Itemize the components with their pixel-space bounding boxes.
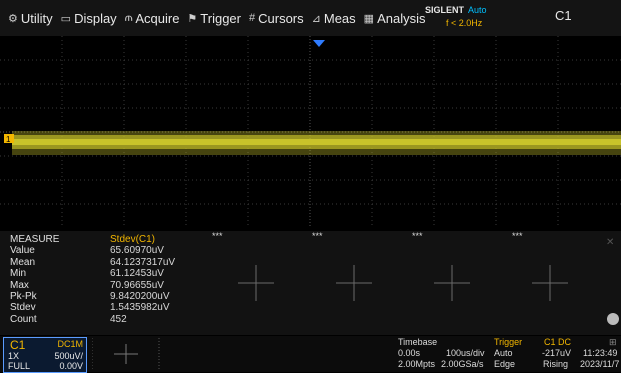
timebase-delay[interactable]: 0.00s (398, 348, 421, 358)
menu-trigger[interactable]: ⚑ Trigger (187, 11, 241, 26)
measure-row-label: Mean (10, 256, 36, 268)
analysis-icon: ▦ (363, 12, 375, 25)
menu-trigger-label: Trigger (200, 10, 241, 26)
measure-row-value: 64.1237317uV (110, 256, 176, 268)
trigger-level[interactable]: -217uV (542, 348, 572, 358)
channel1-coupling: DC1M (57, 339, 83, 349)
menu-cursors-label: Cursors (258, 10, 304, 26)
top-menu-bar: ⚙ Utility ▭ Display ⫙ Acquire ⚑ Trigger # Cur… (0, 0, 621, 36)
cursors-icon: # (249, 12, 256, 24)
menu-meas[interactable]: ⊿ Meas (312, 11, 356, 26)
measure-row-value: 70.96655uV (110, 279, 164, 291)
measure-row-value: 9.8420200uV (110, 291, 170, 303)
timebase-title[interactable]: Timebase (398, 337, 438, 347)
timebase-memory: 2.00Mpts (398, 359, 436, 369)
status-bar: C1 DC1M 1X 500uV/ FULL 0.00V Timebase 0.… (0, 336, 621, 373)
measure-row-value: 452 (110, 313, 127, 325)
utility-icon: ⚙ (8, 12, 18, 25)
meas-icon: ⊿ (311, 12, 321, 25)
measure-row-value: 61.12453uV (110, 268, 164, 280)
measure-parameter[interactable]: Stdev(C1) (110, 234, 156, 245)
waveform-grid[interactable]: 1 (0, 36, 621, 226)
measure-row-value: 65.60970uV (110, 245, 164, 257)
network-icon: ⊞ (609, 337, 617, 347)
trigger-mode[interactable]: Auto (494, 348, 513, 358)
menu-analysis-label: Analysis (377, 10, 426, 26)
channel1-bandwidth: FULL (8, 361, 31, 371)
trigger-source[interactable]: C1 DC (544, 337, 572, 347)
menu-acquire[interactable]: ⫙ Acquire (125, 11, 180, 26)
menu-utility-label: Utility (20, 10, 53, 26)
channel1-scale: 500uV/ (54, 351, 83, 361)
trigger-status: Auto (468, 5, 487, 15)
channel1-offset-marker[interactable]: 1 (4, 134, 14, 144)
measure-slot-empty[interactable]: *** (212, 231, 223, 241)
menu-analysis[interactable]: ▦ Analysis (364, 11, 426, 26)
clock-time: 11:23:49 (583, 348, 618, 358)
trigger-position-marker[interactable] (313, 40, 325, 47)
menu-meas-label: Meas (323, 10, 356, 26)
measure-row-label: Value (10, 245, 35, 257)
channel1-waveform (12, 131, 621, 155)
close-icon[interactable]: ✕ (606, 237, 615, 248)
brand-logo: SIGLENT (425, 5, 465, 15)
menu-display-label: Display (74, 10, 117, 26)
trigger-icon: ⚑ (187, 12, 198, 25)
measure-panel: MEASURE Value Mean Min Max Pk-Pk Stdev C… (0, 231, 621, 335)
menu-display[interactable]: ▭ Display (61, 11, 117, 26)
measure-row-label: Count (10, 313, 37, 325)
channel1-probe: 1X (8, 351, 20, 361)
measure-row-label: Min (10, 268, 27, 280)
measure-values[interactable]: Stdev(C1) 65.60970uV 64.1237317uV 61.124… (110, 234, 175, 325)
menu-utility[interactable]: ⚙ Utility (8, 11, 53, 26)
active-channel-label[interactable]: C1 (555, 8, 572, 23)
measure-row-value: 1.5435982uV (110, 302, 170, 314)
measure-row-label: Stdev (10, 302, 36, 314)
measure-slot-empty[interactable]: *** (512, 231, 523, 241)
measure-row-label: Max (10, 279, 29, 291)
brand-status: SIGLENT Auto (425, 5, 487, 15)
frequency-counter: f < 2.0Hz (446, 18, 483, 28)
add-channel-placeholder[interactable] (92, 338, 160, 370)
timebase-scale[interactable]: 100us/div (446, 348, 485, 358)
measure-slot-crosshairs (238, 265, 568, 301)
acquire-icon: ⫙ (124, 11, 133, 24)
measure-slot-empty[interactable]: *** (312, 231, 323, 241)
menu-cursors[interactable]: # Cursors (249, 11, 304, 26)
measure-slot-empty[interactable]: *** (412, 231, 423, 241)
menu-acquire-label: Acquire (135, 10, 180, 26)
floating-menu-icon[interactable] (607, 313, 619, 325)
trigger-slope[interactable]: Rising (543, 359, 569, 369)
trigger-type[interactable]: Edge (494, 359, 516, 369)
svg-text:1: 1 (6, 135, 11, 144)
measure-row-label: Pk-Pk (10, 291, 37, 303)
timebase-sample-rate: 2.00GSa/s (441, 359, 484, 369)
channel1-offset: 0.00V (59, 361, 83, 371)
channel1-settings-box[interactable]: C1 DC1M 1X 500uV/ FULL 0.00V (3, 337, 87, 373)
measure-labels: MEASURE Value Mean Min Max Pk-Pk Stdev C… (10, 234, 59, 325)
trigger-title[interactable]: Trigger (494, 337, 523, 347)
display-icon: ▭ (60, 12, 72, 25)
channel1-name: C1 (10, 338, 26, 352)
clock-date: 2023/11/7 (580, 359, 620, 369)
measure-title: MEASURE (10, 234, 60, 245)
